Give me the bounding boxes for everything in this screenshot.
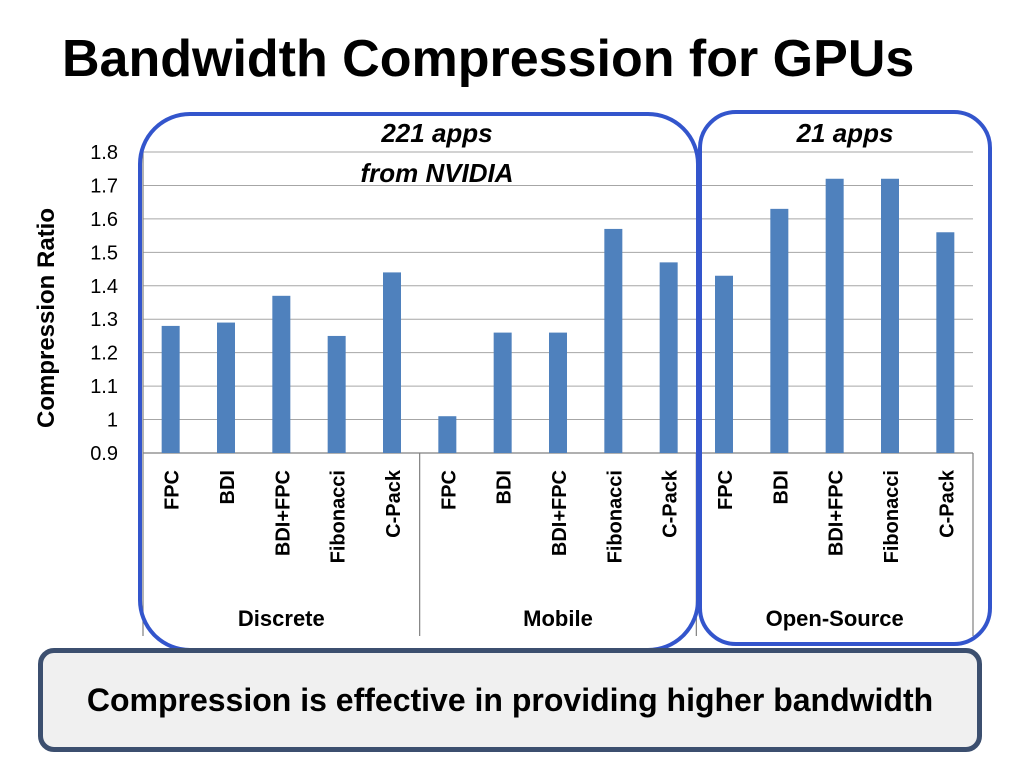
group-label: Open-Source: [766, 606, 904, 631]
x-tick-label: Fibonacci: [881, 470, 903, 563]
x-tick-label: FPC: [715, 470, 737, 510]
x-tick-label: C-Pack: [660, 469, 682, 538]
y-tick-label: 1.1: [90, 376, 118, 398]
bar-open-source-fibonacci: [881, 178, 899, 453]
y-tick-label: 1.8: [90, 142, 118, 164]
bar-discrete-bdi: [217, 322, 235, 453]
callout-box-open-source: [698, 110, 992, 646]
bar-mobile-bdi-fpc: [549, 332, 567, 453]
group-label: Mobile: [523, 606, 593, 631]
y-tick-label: 1: [107, 410, 118, 432]
bar-open-source-bdi: [770, 208, 789, 453]
x-tick-label: BDI+FPC: [826, 470, 848, 556]
bar-mobile-fibonacci: [604, 228, 623, 453]
x-tick-label: FPC: [438, 470, 460, 510]
slide-title: Bandwidth Compression for GPUs: [62, 30, 915, 88]
y-tick-label: 1.4: [90, 276, 118, 298]
x-tick-label: BDI+FPC: [272, 470, 294, 556]
x-tick-label: Fibonacci: [604, 470, 626, 563]
conclusion-text: Compression is effective in providing hi…: [86, 681, 934, 718]
labels: 0.9 1 1.1 1.2 1.3 1.4 1.5 1.6 1.7 1.8 FPC BDI BDI+FP…: [90, 142, 958, 631]
bar-open-source-bdi-fpc: [825, 178, 844, 453]
x-tick-label: BDI: [770, 470, 792, 504]
y-tick-label: 1.5: [90, 242, 118, 264]
callout-nvidia-line1: 221 apps: [380, 118, 492, 148]
group-label: Discrete: [238, 606, 325, 631]
bar-mobile-c-pack: [659, 262, 678, 453]
x-tick-label: C-Pack: [383, 469, 405, 538]
x-tick-label: BDI+FPC: [549, 470, 571, 556]
bar-mobile-bdi: [493, 332, 512, 453]
bar-discrete-fibonacci: [327, 335, 346, 453]
x-tick-label: FPC: [162, 470, 184, 510]
y-axis-label: Compression Ratio: [33, 208, 60, 428]
y-tick-label: 1.7: [90, 175, 118, 197]
y-tick-label: 0.9: [90, 443, 118, 465]
bar-discrete-fpc: [161, 325, 180, 453]
callout-open-source-line1: 21 apps: [796, 118, 894, 148]
callout-nvidia-line2: from NVIDIA: [360, 158, 513, 188]
y-tick-label: 1.3: [90, 309, 118, 331]
x-tick-label: Fibonacci: [328, 470, 350, 563]
bar-mobile-fpc: [438, 416, 457, 453]
y-tick-label: 1.6: [90, 209, 118, 231]
bar-discrete-bdi-fpc: [272, 295, 291, 453]
x-tick-label: BDI: [494, 470, 516, 504]
x-tick-label: BDI: [217, 470, 239, 504]
bar-open-source-fpc: [715, 275, 733, 453]
conclusion-box: Compression is effective in providing hi…: [38, 648, 982, 752]
bar-discrete-c-pack: [383, 272, 401, 453]
y-tick-label: 1.2: [90, 343, 118, 365]
bars: [161, 178, 955, 453]
x-tick-label: C-Pack: [936, 469, 958, 538]
bar-open-source-c-pack: [936, 232, 955, 453]
